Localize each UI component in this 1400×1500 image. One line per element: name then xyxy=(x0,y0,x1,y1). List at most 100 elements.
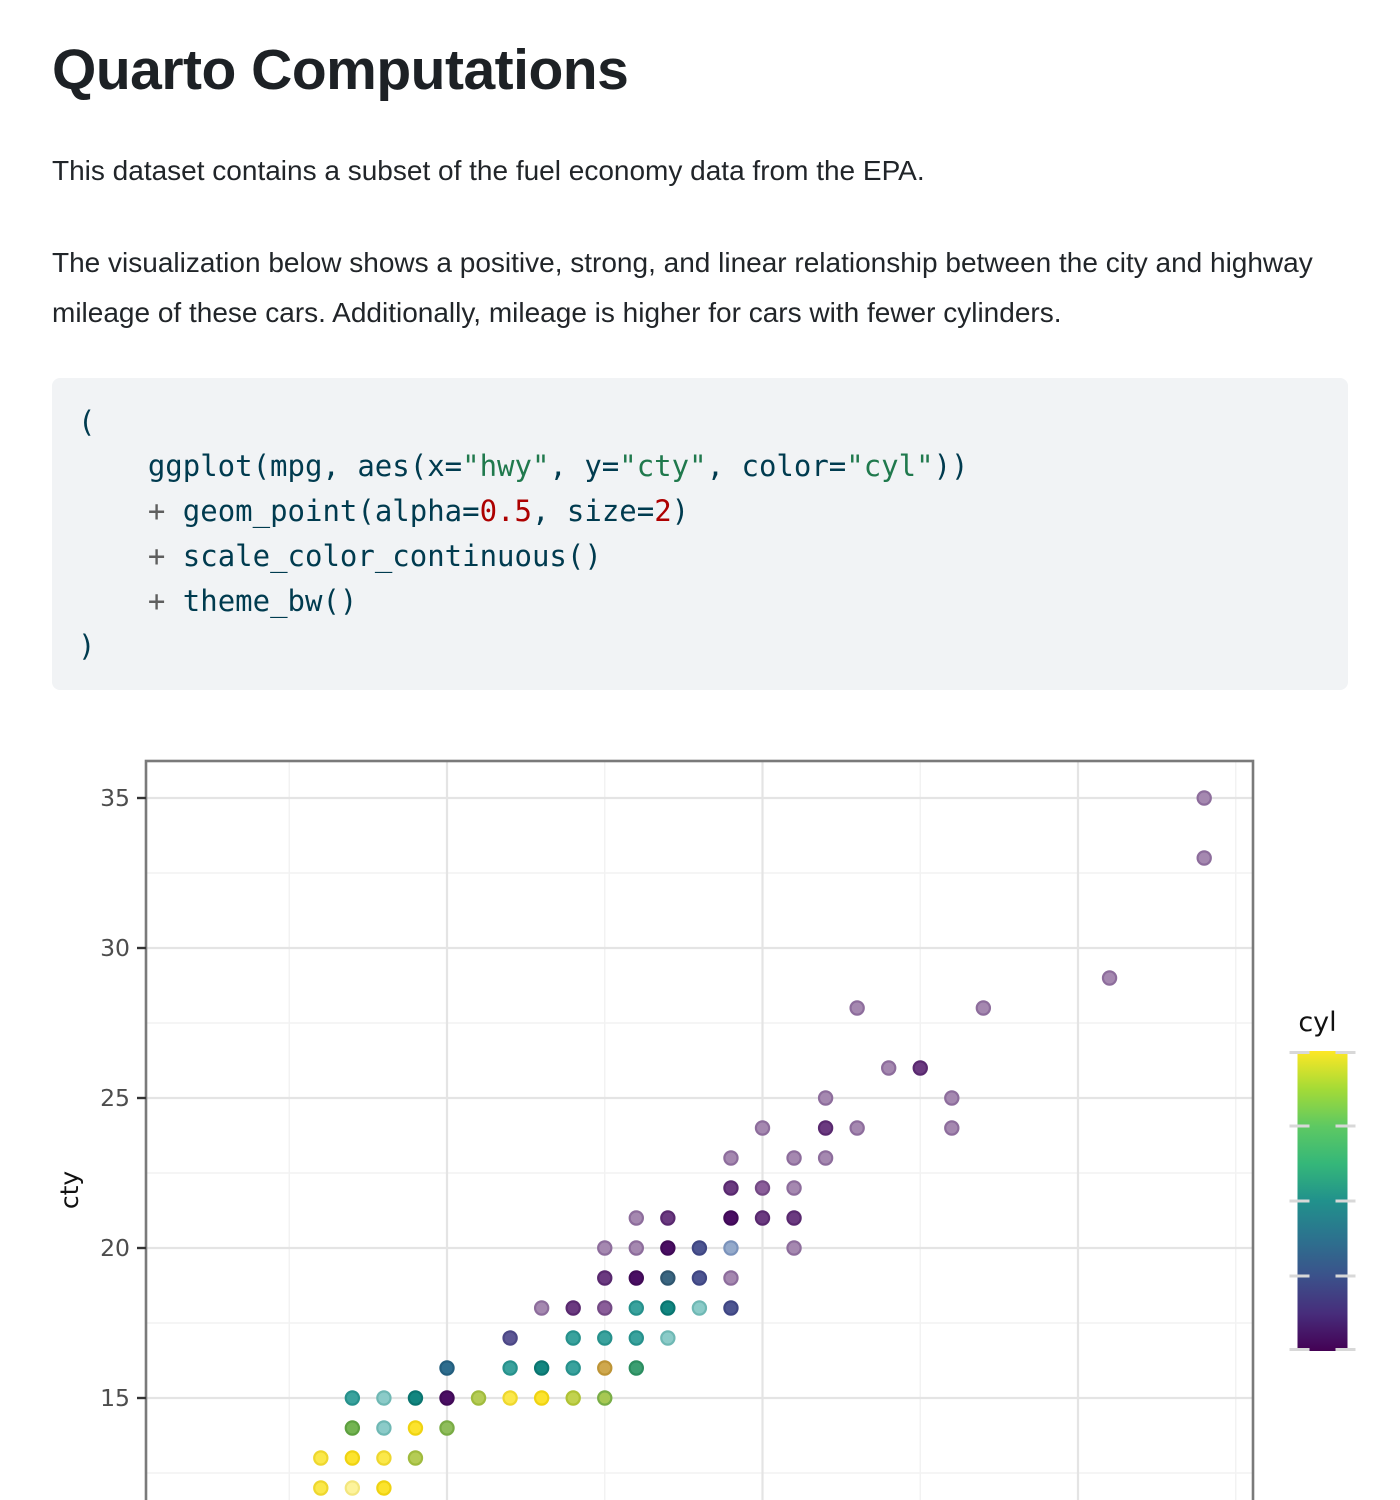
code-token-base: scale_color_continuous() xyxy=(165,538,602,573)
data-point xyxy=(502,1390,518,1406)
code-token-base: geom_point(alpha= xyxy=(165,494,480,529)
data-point xyxy=(565,1330,581,1346)
data-point xyxy=(786,1180,802,1196)
data-point xyxy=(660,1210,676,1226)
data-point xyxy=(754,1180,771,1196)
data-point xyxy=(754,1210,771,1226)
data-point xyxy=(565,1360,581,1376)
data-point xyxy=(1101,970,1118,986)
data-point xyxy=(597,1330,613,1346)
data-point xyxy=(817,1090,834,1106)
data-point xyxy=(313,1450,329,1466)
data-point xyxy=(597,1270,613,1286)
data-point xyxy=(786,1150,802,1166)
data-point xyxy=(786,1210,802,1226)
data-point xyxy=(628,1330,645,1346)
code-token-base: , size= xyxy=(531,494,655,529)
data-point xyxy=(470,1390,487,1406)
data-point xyxy=(723,1180,739,1196)
code-pre: ( ggplot(mpg, aes(x="hwy", y="cty", colo… xyxy=(78,400,1322,669)
data-point xyxy=(313,1480,329,1496)
data-point xyxy=(407,1450,424,1466)
data-point xyxy=(565,1390,581,1406)
data-point xyxy=(376,1450,392,1466)
data-point xyxy=(533,1390,550,1406)
data-point xyxy=(723,1300,739,1316)
data-point xyxy=(533,1300,550,1316)
data-point xyxy=(660,1300,676,1316)
y-tick-label: 15 xyxy=(100,1384,130,1412)
data-point xyxy=(723,1210,739,1226)
code-token-base: , y= xyxy=(549,449,620,484)
data-point xyxy=(628,1360,645,1376)
data-point xyxy=(849,1120,865,1136)
code-token-base: , color= xyxy=(706,449,847,484)
y-axis-title: cty xyxy=(55,1171,84,1210)
data-point xyxy=(723,1150,739,1166)
points-layer xyxy=(313,790,1212,1496)
data-point xyxy=(691,1240,708,1256)
data-point xyxy=(344,1420,361,1436)
y-tick-label: 35 xyxy=(100,784,130,812)
plot-panel xyxy=(146,761,1253,1500)
data-point xyxy=(660,1330,676,1346)
panel-border xyxy=(144,759,1255,1500)
data-point xyxy=(660,1240,676,1256)
code-token-base: ) xyxy=(78,628,96,663)
data-point xyxy=(439,1360,455,1376)
page-title: Quarto Computations xyxy=(52,38,629,102)
data-point xyxy=(628,1240,645,1256)
code-token-base xyxy=(78,539,148,573)
data-point xyxy=(344,1480,361,1496)
data-point xyxy=(533,1360,550,1376)
legend-title: cyl xyxy=(1298,1007,1336,1038)
data-point xyxy=(439,1390,455,1406)
code-block: ( ggplot(mpg, aes(x="hwy", y="cty", colo… xyxy=(52,377,1348,691)
data-point xyxy=(628,1210,645,1226)
code-token-base: )) xyxy=(933,449,969,484)
data-point xyxy=(849,1000,865,1016)
code-token-base xyxy=(78,494,148,528)
code-token-base xyxy=(78,584,148,618)
data-point xyxy=(944,1120,960,1136)
data-point xyxy=(597,1360,613,1376)
code-token-str: "cyl" xyxy=(846,449,934,484)
data-point xyxy=(344,1450,361,1466)
data-point xyxy=(344,1390,361,1406)
document: Quarto Computations This dataset contain… xyxy=(0,38,1400,1500)
data-point xyxy=(723,1270,739,1286)
code-token-base: theme_bw() xyxy=(165,583,358,618)
data-point xyxy=(1196,790,1212,806)
scatter-plot: 35 30 25 20 15 cty cyl xyxy=(55,759,1356,1500)
code-token-base: ( xyxy=(78,404,96,439)
code-token-num: 0.5 xyxy=(479,494,532,529)
data-point xyxy=(723,1240,739,1256)
data-point xyxy=(691,1270,708,1286)
y-tick-label: 30 xyxy=(100,934,130,962)
code-token-op: + xyxy=(147,583,166,618)
data-point xyxy=(439,1420,455,1436)
data-point xyxy=(376,1480,392,1496)
y-axis: 35 30 25 20 15 xyxy=(100,784,146,1412)
data-point xyxy=(944,1090,960,1106)
data-point xyxy=(817,1150,834,1166)
data-point xyxy=(502,1330,518,1346)
data-point xyxy=(817,1120,834,1136)
data-point xyxy=(1196,850,1212,866)
code-token-str: "hwy" xyxy=(462,449,550,484)
code-token-base: ggplot(mpg, aes(x= xyxy=(78,449,463,484)
description-paragraph: The visualization below shows a positive… xyxy=(52,246,1313,328)
data-point xyxy=(376,1390,392,1406)
legend: cyl xyxy=(1289,1007,1356,1351)
intro-paragraph: This dataset contains a subset of the fu… xyxy=(52,154,925,186)
data-point xyxy=(502,1360,518,1376)
data-point xyxy=(754,1120,771,1136)
y-tick-label: 25 xyxy=(100,1084,130,1112)
data-point xyxy=(597,1300,613,1316)
data-point xyxy=(407,1420,424,1436)
data-point xyxy=(786,1240,802,1256)
data-point xyxy=(975,1000,992,1016)
data-point xyxy=(628,1300,645,1316)
data-point xyxy=(881,1060,897,1076)
code-token-op: + xyxy=(147,494,166,529)
